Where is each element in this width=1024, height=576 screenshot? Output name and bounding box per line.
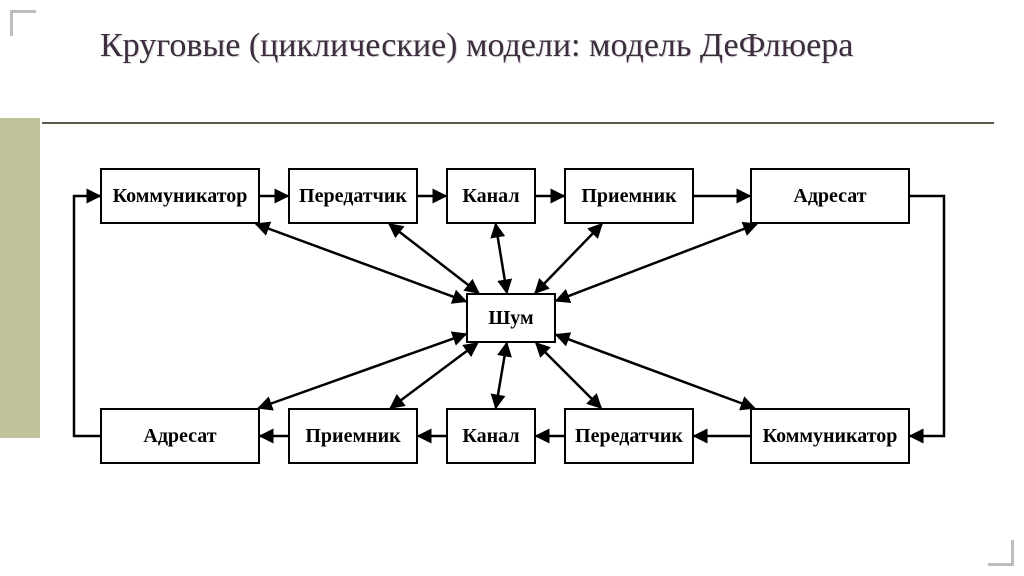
node-t5: Адресат [750,168,910,224]
node-b1: Адресат [100,408,260,464]
node-t3: Канал [446,168,536,224]
node-c: Шум [466,293,556,343]
defleur-diagram: Коммуникатор Передатчик Канал Приемник Адрес… [60,148,970,508]
slide-title: Круговые (циклические) модели: модель Де… [100,26,920,67]
node-t2: Передатчик [288,168,418,224]
node-b2: Приемник [288,408,418,464]
node-t1: Коммуникатор [100,168,260,224]
title-rule [42,122,994,124]
node-b5: Коммуникатор [750,408,910,464]
sidebar-accent [0,118,40,438]
node-b3: Канал [446,408,536,464]
node-t4: Приемник [564,168,694,224]
node-b4: Передатчик [564,408,694,464]
